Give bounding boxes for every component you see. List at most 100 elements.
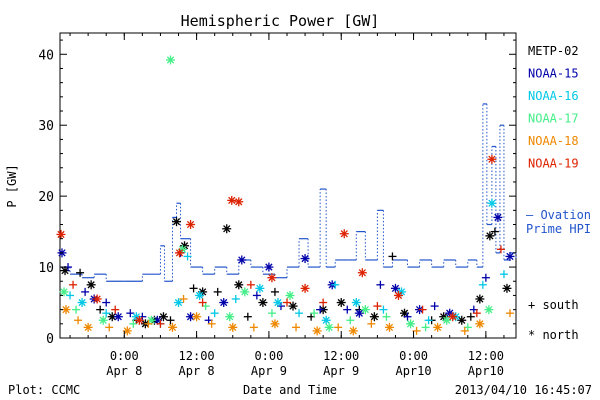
south-marker	[126, 309, 135, 318]
south-marker	[343, 305, 352, 314]
north-marker	[393, 290, 403, 300]
south-marker	[102, 309, 111, 318]
south-marker	[231, 294, 240, 303]
north-marker	[234, 280, 244, 290]
south-marker	[292, 323, 301, 332]
south-marker	[376, 280, 385, 289]
south-marker	[316, 305, 325, 314]
x-tick-label-time: 0:00	[399, 349, 428, 363]
plot-timestamp: 2013/04/10 16:45:07	[455, 383, 592, 397]
north-marker	[354, 308, 364, 318]
south-marker	[213, 287, 222, 296]
south-marker	[282, 298, 291, 307]
north-marker	[234, 197, 244, 207]
north-marker	[172, 217, 182, 227]
x-tick-label-time: 0:00	[254, 349, 283, 363]
north-marker	[146, 315, 156, 325]
south-marker	[460, 326, 469, 335]
north-marker	[336, 298, 346, 308]
south-marker	[166, 316, 175, 325]
south-marker	[478, 280, 487, 289]
legend-entry: NOAA-16	[528, 89, 579, 103]
north-marker	[487, 198, 497, 208]
south-marker	[69, 280, 78, 289]
y-axis-label: P [GW]	[5, 164, 19, 207]
x-tick-label-date: Apr10	[468, 364, 504, 378]
south-marker	[367, 319, 376, 328]
north-marker	[113, 312, 123, 322]
south-marker	[81, 287, 90, 296]
south-marker	[310, 309, 319, 318]
x-tick-label-date: Apr 8	[179, 364, 215, 378]
legend-entry: NOAA-19	[528, 157, 579, 171]
north-marker	[240, 287, 250, 297]
symbol-legend-entry: * north	[528, 328, 579, 342]
north-marker	[219, 298, 229, 308]
north-marker	[457, 315, 467, 325]
legend-entry: NOAA-18	[528, 134, 579, 148]
north-marker	[92, 294, 102, 304]
south-marker	[183, 252, 192, 261]
north-marker	[192, 312, 202, 322]
north-marker	[357, 268, 367, 278]
north-marker	[264, 262, 274, 272]
data-points-layer	[56, 55, 515, 336]
south-marker	[66, 291, 75, 300]
south-marker	[210, 309, 219, 318]
north-marker	[158, 312, 168, 322]
north-marker	[285, 290, 295, 300]
south-marker	[334, 323, 343, 332]
south-marker	[505, 309, 514, 318]
north-marker	[56, 229, 66, 239]
north-marker	[165, 55, 175, 65]
ovation-line-layer	[60, 103, 517, 282]
north-marker	[406, 319, 416, 329]
y-tick-label: 40	[38, 48, 54, 63]
north-marker	[167, 322, 177, 332]
south-marker	[144, 319, 153, 328]
north-marker	[487, 154, 497, 164]
plot-frame	[59, 32, 517, 339]
x-tick-label-time: 12:00	[323, 349, 359, 363]
south-marker	[346, 316, 355, 325]
north-marker	[225, 312, 235, 322]
north-marker	[433, 322, 443, 332]
x-tick-label-date: Apr10	[395, 364, 431, 378]
north-marker	[122, 326, 132, 336]
south-marker	[472, 309, 481, 318]
y-axis-ticks: 0 10 20 30 40	[38, 39, 516, 347]
north-marker	[324, 322, 334, 332]
south-marker	[379, 305, 388, 314]
x-axis-label: Date and Time	[243, 383, 337, 397]
x-tick-label-time: 12:00	[179, 349, 215, 363]
south-marker	[74, 316, 83, 325]
south-marker	[319, 298, 328, 307]
north-marker	[321, 315, 331, 325]
north-marker	[273, 298, 283, 308]
y-tick-label: 20	[38, 190, 54, 205]
south-marker	[72, 305, 81, 314]
x-tick-label-date: Apr 9	[251, 364, 287, 378]
south-marker	[388, 252, 397, 261]
south-marker	[424, 316, 433, 325]
north-marker	[186, 220, 196, 230]
north-marker	[475, 294, 485, 304]
south-marker	[373, 302, 382, 311]
south-marker	[111, 305, 120, 314]
y-tick-label: 30	[38, 119, 54, 134]
plot-credit: Plot: CCMC	[8, 383, 80, 397]
north-marker	[77, 298, 87, 308]
legend-entry: NOAA-15	[528, 67, 579, 81]
south-marker	[156, 319, 165, 328]
south-marker	[418, 305, 427, 314]
north-marker	[255, 283, 265, 293]
south-marker	[207, 319, 216, 328]
north-marker	[390, 283, 400, 293]
south-marker	[412, 326, 421, 335]
north-marker	[59, 287, 69, 297]
south-marker	[430, 302, 439, 311]
x-tick-label-date: Apr 8	[106, 364, 142, 378]
north-marker	[237, 255, 247, 265]
north-marker	[174, 298, 184, 308]
